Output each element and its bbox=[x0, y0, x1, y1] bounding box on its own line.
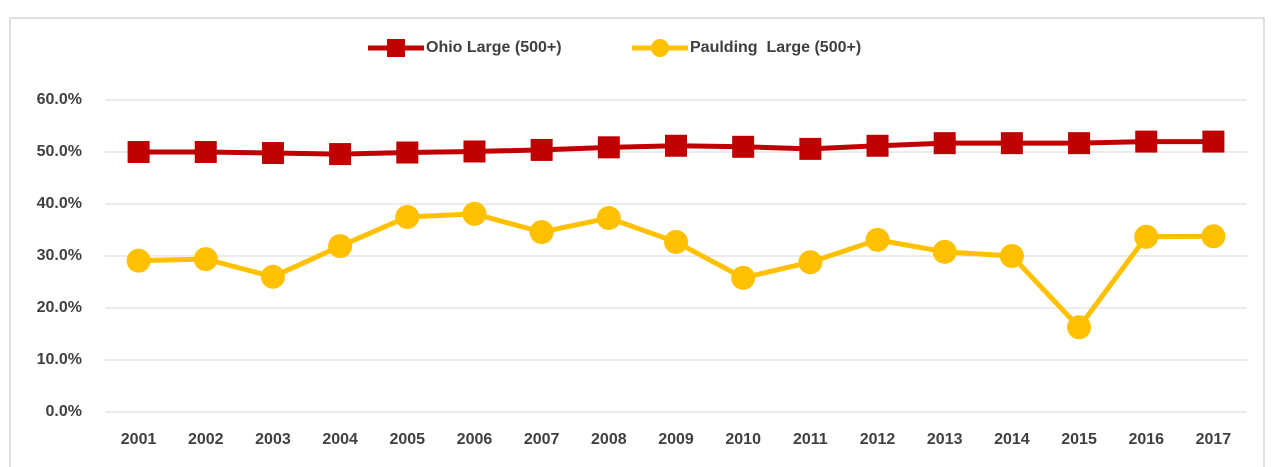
y-tick-label: 30.0% bbox=[37, 247, 82, 264]
marker bbox=[1201, 224, 1226, 249]
marker bbox=[193, 247, 218, 272]
y-tick-label: 0.0% bbox=[46, 403, 82, 420]
marker bbox=[865, 227, 890, 252]
marker bbox=[261, 142, 284, 165]
marker bbox=[396, 141, 419, 164]
marker bbox=[329, 143, 352, 166]
marker bbox=[999, 244, 1024, 268]
x-tick-label: 2004 bbox=[322, 431, 358, 448]
y-tick-label: 50.0% bbox=[37, 143, 82, 160]
x-tick-label: 2007 bbox=[524, 431, 560, 448]
marker bbox=[1067, 315, 1092, 340]
marker bbox=[732, 135, 755, 158]
marker bbox=[1068, 132, 1091, 155]
x-tick-label: 2009 bbox=[658, 431, 694, 448]
x-tick-label: 2001 bbox=[121, 431, 157, 448]
x-tick-label: 2012 bbox=[860, 431, 896, 448]
marker bbox=[664, 229, 688, 254]
y-tick-label: 20.0% bbox=[37, 299, 82, 316]
x-tick-label: 2005 bbox=[389, 431, 425, 448]
marker bbox=[462, 201, 487, 226]
legend-marker bbox=[651, 39, 669, 57]
marker bbox=[260, 264, 285, 289]
marker bbox=[529, 220, 554, 245]
marker bbox=[596, 206, 621, 231]
marker bbox=[597, 136, 620, 159]
x-tick-label: 2015 bbox=[1061, 431, 1097, 448]
x-tick-label: 2017 bbox=[1196, 431, 1232, 448]
marker bbox=[1202, 130, 1225, 153]
marker bbox=[866, 134, 889, 157]
marker bbox=[1134, 224, 1159, 249]
x-tick-label: 2014 bbox=[994, 431, 1030, 448]
y-tick-label: 60.0% bbox=[37, 91, 82, 108]
marker bbox=[395, 205, 420, 229]
x-tick-label: 2006 bbox=[457, 431, 493, 448]
marker bbox=[798, 250, 823, 275]
legend-marker bbox=[387, 39, 405, 57]
marker bbox=[933, 132, 956, 155]
legend-label: Paulding Large (500+) bbox=[690, 39, 861, 56]
marker bbox=[127, 141, 150, 163]
y-tick-label: 10.0% bbox=[37, 351, 82, 368]
x-tick-label: 2010 bbox=[725, 431, 761, 448]
x-tick-label: 2008 bbox=[591, 431, 627, 448]
marker bbox=[1135, 130, 1158, 153]
marker bbox=[1000, 132, 1023, 155]
x-tick-label: 2002 bbox=[188, 431, 224, 448]
marker bbox=[799, 137, 822, 160]
marker bbox=[328, 234, 353, 259]
marker bbox=[126, 248, 151, 273]
marker bbox=[463, 140, 486, 163]
marker bbox=[530, 138, 553, 161]
y-tick-label: 40.0% bbox=[37, 195, 82, 212]
x-tick-label: 2016 bbox=[1128, 431, 1164, 448]
marker bbox=[932, 239, 957, 264]
marker bbox=[731, 265, 756, 290]
x-tick-label: 2011 bbox=[793, 431, 828, 448]
chart-frame bbox=[9, 17, 1265, 467]
legend-label: Ohio Large (500+) bbox=[426, 39, 562, 56]
x-tick-label: 2003 bbox=[255, 431, 291, 448]
marker bbox=[194, 141, 217, 163]
x-tick-label: 2013 bbox=[927, 431, 963, 448]
marker bbox=[665, 134, 687, 157]
